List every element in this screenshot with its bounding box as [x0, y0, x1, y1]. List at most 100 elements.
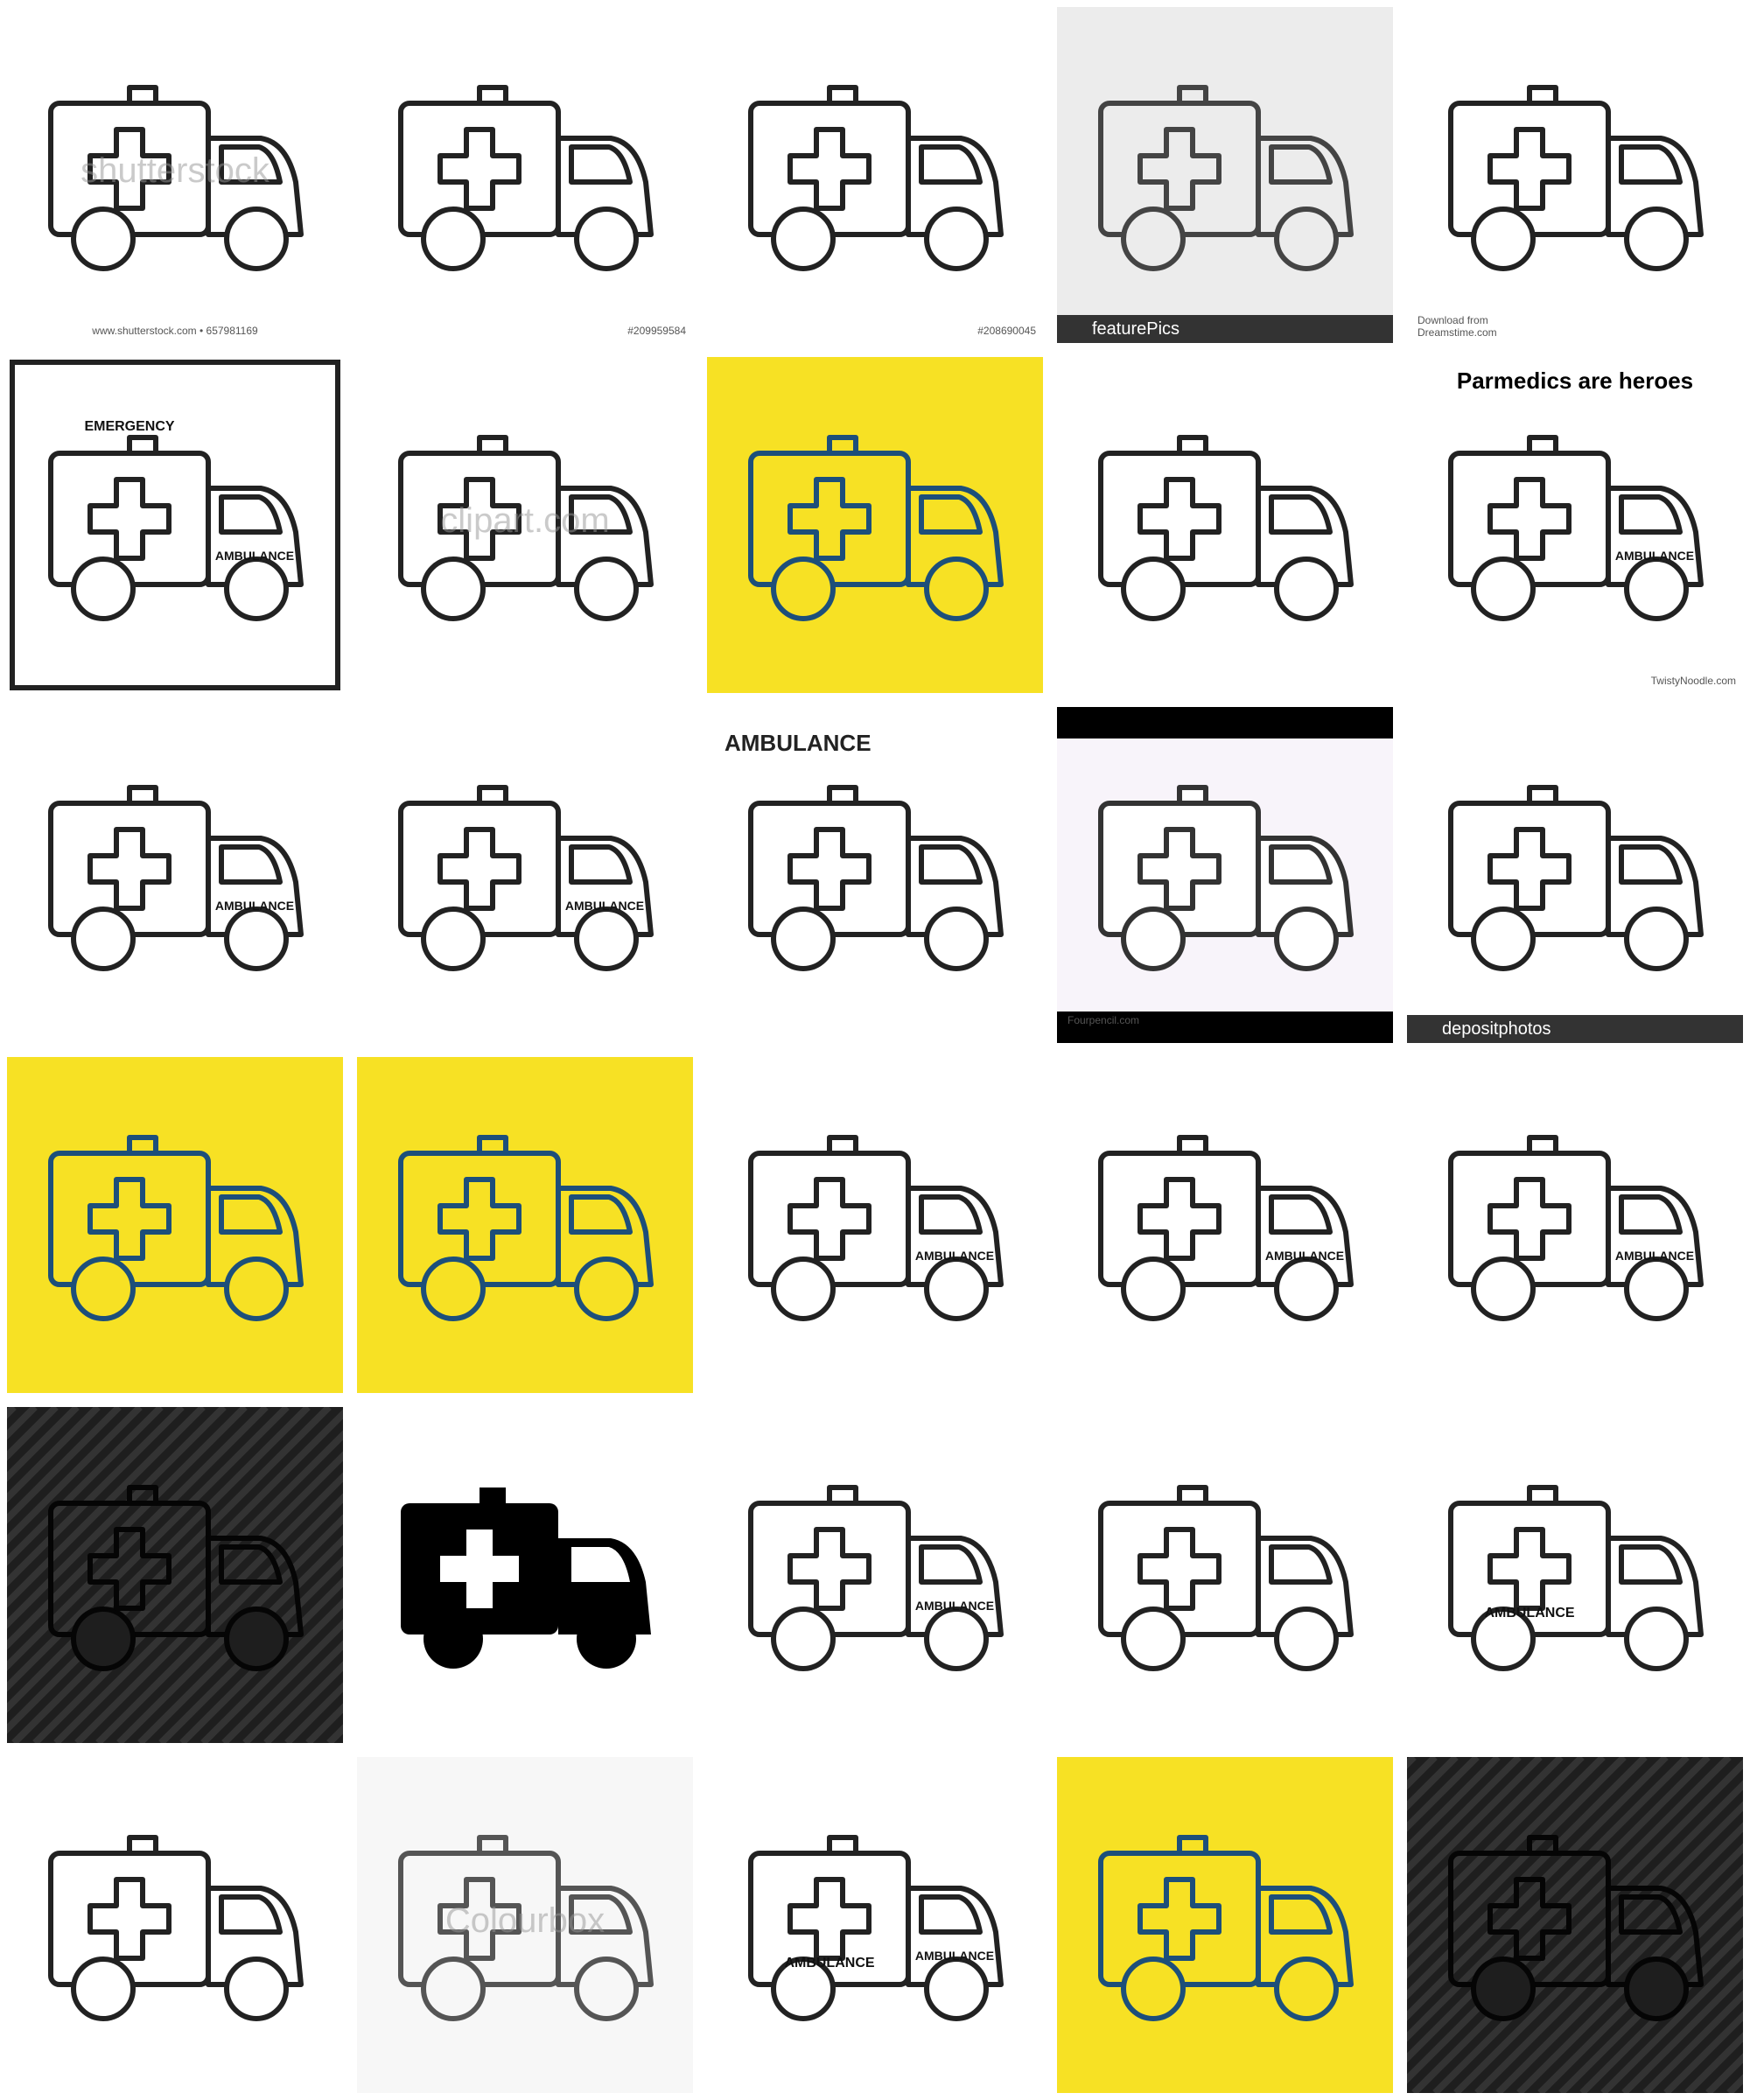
image-result[interactable]: shutterstock www.shutterstock.com • 65798… [7, 7, 343, 343]
light [1177, 785, 1208, 806]
light [1527, 1835, 1558, 1856]
wheel [771, 1606, 836, 1671]
window [1619, 1194, 1683, 1235]
image-result[interactable] [1057, 1407, 1393, 1743]
wheel [771, 206, 836, 271]
image-text: #208690045 [977, 325, 1036, 337]
stripe [1432, 1780, 1743, 2093]
stripe [1407, 1757, 1690, 2042]
wheel [421, 206, 486, 271]
image-text: depositphotos [1442, 1019, 1551, 1039]
cross [438, 127, 522, 211]
wheel [1121, 1606, 1186, 1671]
box [398, 101, 561, 237]
image-result[interactable]: AMBULANCE [1407, 1057, 1743, 1393]
vehicle [1098, 1835, 1354, 2021]
window [1269, 144, 1333, 185]
window [219, 1194, 283, 1235]
wheel [1624, 556, 1689, 621]
image-result[interactable]: Parmedics are heroes AMBULANCE TwistyNoodl… [1407, 357, 1743, 693]
image-result[interactable]: #208690045 [707, 7, 1043, 343]
light [127, 1485, 158, 1506]
frame [10, 360, 340, 690]
ambulance-image: AMBULANCE [1098, 1135, 1354, 1321]
image-result[interactable]: Fourpencil.com [1057, 707, 1393, 1043]
wheel [771, 1256, 836, 1321]
image-result[interactable]: AMBULANCE [357, 707, 693, 1043]
cross [88, 127, 172, 211]
image-result[interactable]: AMBULANCE [707, 1407, 1043, 1743]
cross [1138, 477, 1222, 561]
image-result[interactable]: AMBULANCE [1407, 1407, 1743, 1743]
image-result[interactable]: AMBULANCE [707, 707, 1043, 1043]
ambulance-image: AMBULANCE [48, 785, 304, 971]
stripe [7, 1407, 227, 1629]
image-result[interactable]: depositphotos [1407, 707, 1743, 1043]
cab [906, 1186, 1004, 1287]
wheel [1471, 1606, 1536, 1671]
light [477, 1135, 508, 1156]
window [1269, 844, 1333, 885]
stripe [7, 1407, 80, 1482]
ambulance-image: featurePics [1057, 85, 1393, 343]
vehicle [398, 435, 654, 621]
image-result[interactable] [7, 1757, 343, 2093]
cab [906, 1536, 1004, 1637]
image-result[interactable] [357, 1057, 693, 1393]
stripe [1663, 2011, 1743, 2093]
image-result[interactable]: featurePics [1057, 7, 1393, 343]
cross [88, 1877, 172, 1961]
stripe [74, 1472, 343, 1743]
image-result[interactable] [1407, 1757, 1743, 2093]
wheel [1471, 1956, 1536, 2021]
stripe [137, 1535, 343, 1743]
stripe [1495, 1843, 1743, 2093]
cross [788, 1527, 872, 1611]
light [827, 1835, 858, 1856]
vehicle [748, 1135, 1004, 1321]
image-result[interactable] [7, 1407, 343, 1743]
wheel [771, 556, 836, 621]
vehicle [48, 1135, 304, 1321]
image-result[interactable]: AMBULANCE EMERGENCY [7, 357, 343, 693]
stripe [1407, 1757, 1711, 2063]
image-text: AMBULANCE [724, 730, 872, 756]
image-result[interactable]: AMBULANCE [7, 707, 343, 1043]
window [919, 1894, 983, 1935]
stripe [1407, 1757, 1732, 2084]
image-result[interactable]: Download from Dreamstime.com [1407, 7, 1743, 343]
image-result[interactable]: #209959584 [357, 7, 693, 343]
cab [206, 1186, 304, 1287]
vehicle [1448, 1135, 1704, 1321]
stripe [179, 1577, 343, 1743]
cab [1606, 136, 1704, 237]
image-result[interactable]: clipart.com [357, 357, 693, 693]
box [748, 451, 911, 587]
wheel [71, 1256, 136, 1321]
ambulance-image: AMBULANCE EMERGENCY [10, 360, 340, 690]
vehicle [1098, 435, 1354, 621]
light [1527, 785, 1558, 806]
image-result[interactable]: AMBULANCE [707, 1057, 1043, 1393]
image-result[interactable] [1057, 1757, 1393, 2093]
ambulance-image [748, 435, 1004, 621]
box [1098, 451, 1261, 587]
bar [1057, 707, 1393, 738]
wheel [574, 1956, 639, 2021]
light [1177, 435, 1208, 456]
image-result[interactable] [7, 1057, 343, 1393]
light [827, 1485, 858, 1506]
image-result[interactable] [707, 357, 1043, 693]
image-result[interactable]: AMBULANCE AMBULANCE [707, 1757, 1043, 2093]
image-result[interactable] [357, 1407, 693, 1743]
window [219, 1544, 283, 1585]
stripe [1407, 1757, 1564, 1916]
stripe [7, 1407, 206, 1608]
image-result[interactable]: AMBULANCE [1057, 1057, 1393, 1393]
vehicle [1098, 785, 1354, 971]
window [919, 844, 983, 885]
image-result[interactable] [1057, 357, 1393, 693]
cab [906, 486, 1004, 587]
image-result[interactable]: Colourbox [357, 1757, 693, 2093]
box [1448, 101, 1611, 237]
